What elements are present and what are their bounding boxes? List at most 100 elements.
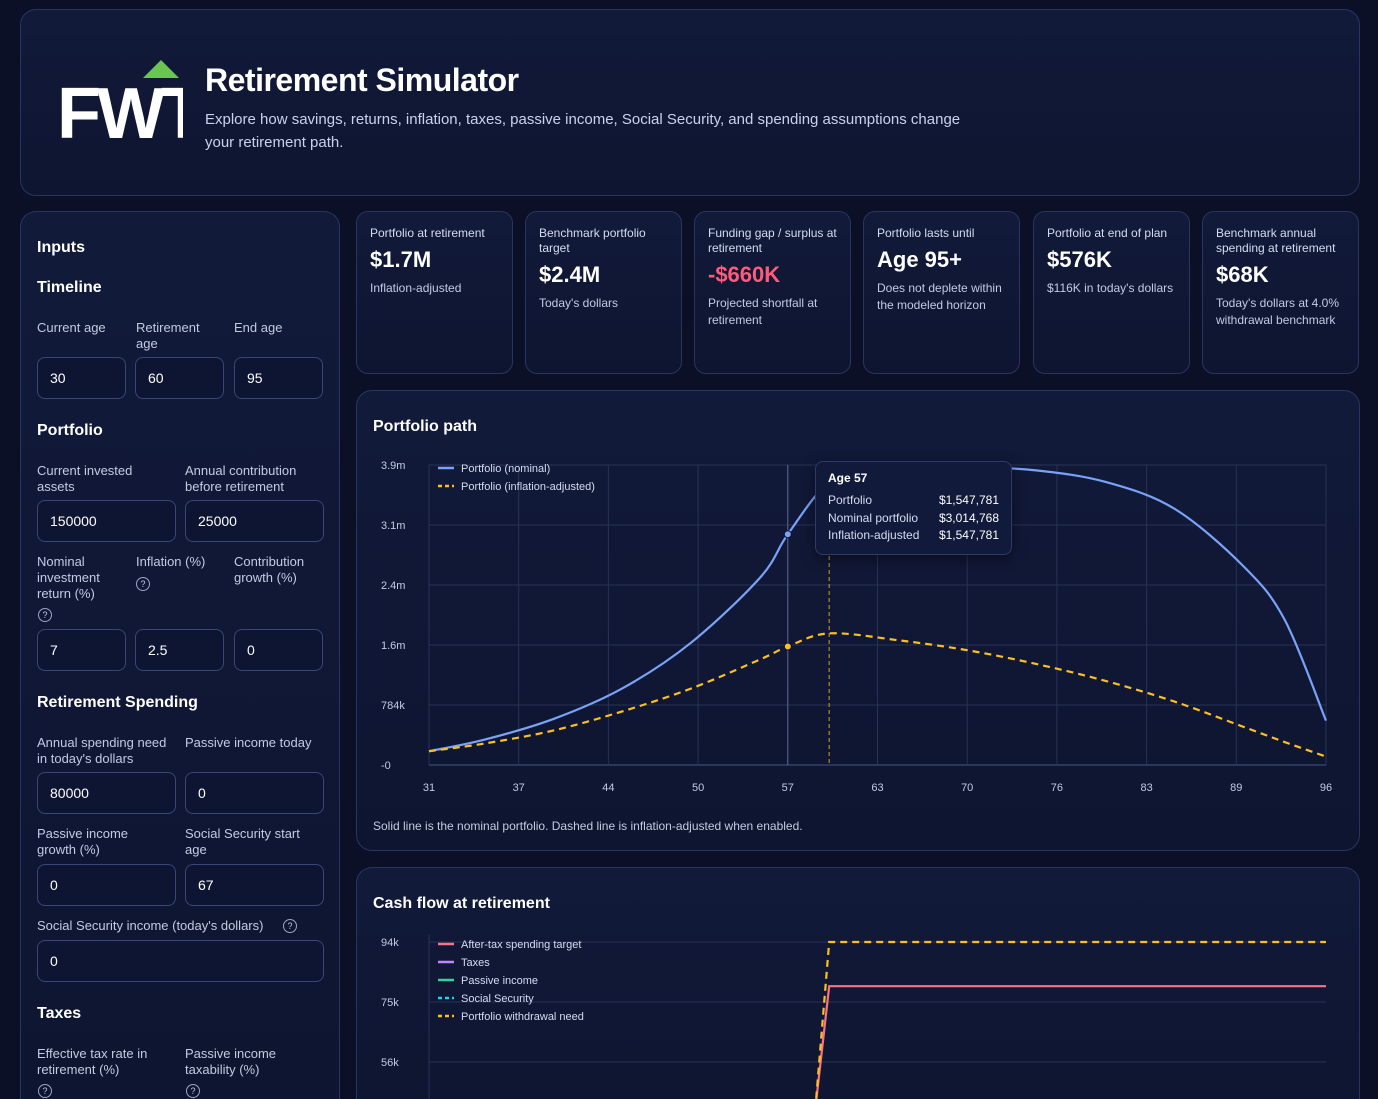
- y-tick-label: 3.9m: [381, 460, 405, 472]
- taxability-label: Passive income taxability (%): [185, 1046, 277, 1077]
- kpi-label: Portfolio at retirement: [370, 226, 485, 240]
- y-tick-label: 1.6m: [381, 640, 405, 652]
- kpi-card-portfolio-lasts: Portfolio lasts until Age 95+ Does not d…: [863, 211, 1020, 374]
- tooltip-row: Portfolio $1,547,781: [828, 492, 999, 510]
- tooltip-row-label: Nominal portfolio: [828, 510, 919, 525]
- passive-income-input[interactable]: 0: [185, 772, 324, 814]
- tooltip-row-label: Portfolio: [828, 493, 873, 507]
- kpi-card-funding-gap: Funding gap / surplus at retirement -$66…: [694, 211, 851, 374]
- page-subtitle: Explore how savings, returns, inflation,…: [205, 111, 961, 151]
- page-title: Retirement Simulator: [205, 62, 519, 98]
- timeline-heading: Timeline: [37, 279, 102, 296]
- tooltip-row-value: $1,547,781: [938, 493, 999, 507]
- return-input[interactable]: 7: [37, 629, 126, 671]
- kpi-note: Today's dollars at 4.0% withdrawal bench…: [1216, 296, 1340, 327]
- current-age-input[interactable]: 30: [37, 357, 126, 399]
- growth-label: Contribution growth (%): [234, 554, 305, 585]
- kpi-value: Age 95+: [877, 247, 962, 272]
- kpi-value: $1.7M: [370, 247, 432, 272]
- legend-label: Portfolio (inflation-adjusted): [461, 481, 595, 493]
- kpi-value: $2.4M: [539, 262, 601, 287]
- legend-label: Taxes: [461, 957, 490, 969]
- y-tick-label: 3.1m: [381, 520, 405, 532]
- kpi-note: Projected shortfall at retirement: [708, 296, 818, 327]
- kpi-value: $68K: [1216, 262, 1269, 287]
- contribution-input[interactable]: 25000: [185, 500, 324, 542]
- portfolio-path-panel: Portfolio path -0 784k 1.6m 2.4m 3.1m 3.9m 31 3…: [356, 390, 1360, 851]
- kpi-card-end-of-plan: Portfolio at end of plan $576K $116K in …: [1033, 211, 1190, 374]
- kpi-note: Today's dollars: [539, 296, 618, 310]
- y-tick-label: 94k: [381, 937, 399, 949]
- tooltip-title: Age 57: [828, 471, 868, 485]
- tooltip-row-label: Inflation-adjusted: [828, 528, 920, 542]
- legend-label: Social Security: [461, 993, 534, 1005]
- kpi-value: $576K: [1047, 247, 1112, 272]
- x-tick-label: 76: [1051, 782, 1063, 794]
- current-age-label: Current age: [37, 320, 106, 335]
- inflation-help-icon[interactable]: ?: [136, 577, 150, 591]
- tax-rate-label: Effective tax rate in retirement (%): [37, 1046, 148, 1077]
- inflation-input[interactable]: 2.5: [135, 629, 224, 671]
- x-tick-label: 96: [1320, 782, 1332, 794]
- kpi-value: -$660K: [708, 262, 781, 287]
- legend-label: After-tax spending target: [461, 939, 581, 951]
- inputs-heading: Inputs: [37, 239, 85, 256]
- y-tick-label: 2.4m: [381, 580, 405, 592]
- ss-income-input[interactable]: 0: [37, 940, 324, 982]
- hover-point: [783, 530, 792, 539]
- portfolio-chart-caption: Solid line is the nominal portfolio. Das…: [373, 819, 803, 833]
- kpi-note: $116K in today's dollars: [1047, 281, 1174, 295]
- growth-input[interactable]: 0: [234, 629, 323, 671]
- end-age-input[interactable]: 95: [234, 357, 323, 399]
- ss-income-help-icon[interactable]: ?: [283, 919, 297, 933]
- real-portfolio-line: [428, 632, 1327, 758]
- inputs-panel: Inputs Timeline Current age Retirement a…: [20, 211, 340, 1099]
- contribution-label: Annual contribution before retirement: [185, 463, 297, 494]
- x-tick-label: 63: [871, 782, 883, 794]
- assets-input[interactable]: 150000: [37, 500, 176, 542]
- passive-growth-input[interactable]: 0: [37, 864, 176, 906]
- kpi-label: Portfolio lasts until: [877, 226, 975, 240]
- kpi-note: Inflation-adjusted: [370, 281, 462, 295]
- spending-need-input[interactable]: 80000: [37, 772, 176, 814]
- return-help-icon[interactable]: ?: [38, 608, 52, 622]
- fwt-logo: FWT: [57, 60, 209, 154]
- cash-flow-chart[interactable]: 94k 75k 56k After-tax spending target Taxes P…: [357, 868, 1361, 1099]
- ss-start-input[interactable]: 67: [185, 864, 324, 906]
- portfolio-heading: Portfolio: [37, 422, 103, 439]
- retirement-age-input[interactable]: 60: [135, 357, 224, 399]
- kpi-label: Portfolio at end of plan: [1047, 226, 1168, 240]
- retirement-age-label: Retirement age: [136, 320, 200, 351]
- svg-text:FWT: FWT: [57, 74, 183, 142]
- x-tick-label: 57: [782, 782, 794, 794]
- legend-label: Portfolio (nominal): [461, 463, 550, 475]
- y-tick-label: 75k: [381, 997, 399, 1009]
- logo-icon: FWT: [57, 60, 209, 154]
- spending-need-label: Annual spending need in today's dollars: [37, 735, 167, 766]
- x-tick-label: 70: [961, 782, 973, 794]
- taxes-heading: Taxes: [37, 1005, 82, 1022]
- kpi-label: Benchmark portfolio target: [539, 226, 646, 255]
- kpi-card-benchmark-target: Benchmark portfolio target $2.4M Today's…: [525, 211, 682, 374]
- tooltip-row: Nominal portfolio $3,014,768: [828, 510, 999, 528]
- x-tick-label: 37: [513, 782, 525, 794]
- portfolio-path-chart[interactable]: -0 784k 1.6m 2.4m 3.1m 3.9m 31 37 44 50 57 63 70 76 83…: [357, 391, 1361, 811]
- assets-label: Current invested assets: [37, 463, 133, 494]
- kpi-label: Funding gap / surplus at retirement: [708, 226, 837, 255]
- legend-label: Portfolio withdrawal need: [461, 1011, 584, 1023]
- kpi-note: Does not deplete within the modeled hori…: [877, 281, 1002, 312]
- cash-series-line: [815, 985, 1326, 1099]
- taxability-help-icon[interactable]: ?: [186, 1084, 200, 1098]
- x-tick-label: 31: [423, 782, 435, 794]
- spending-heading: Retirement Spending: [37, 694, 198, 711]
- portfolio-chart-title: Portfolio path: [373, 418, 477, 435]
- ss-start-label: Social Security start age: [185, 826, 300, 857]
- ss-income-label: Social Security income (today's dollars): [37, 918, 264, 933]
- cash-flow-panel: Cash flow at retirement 94k 75k 56k After-t…: [356, 867, 1360, 1099]
- tooltip-row-value: $1,547,781: [938, 528, 999, 542]
- x-tick-label: 50: [692, 782, 704, 794]
- kpi-card-benchmark-spending: Benchmark annual spending at retirement …: [1202, 211, 1359, 374]
- tax-rate-help-icon[interactable]: ?: [38, 1084, 52, 1098]
- y-tick-label: -0: [381, 760, 391, 772]
- app-header: FWT Retirement Simulator Explore how sav…: [20, 9, 1360, 196]
